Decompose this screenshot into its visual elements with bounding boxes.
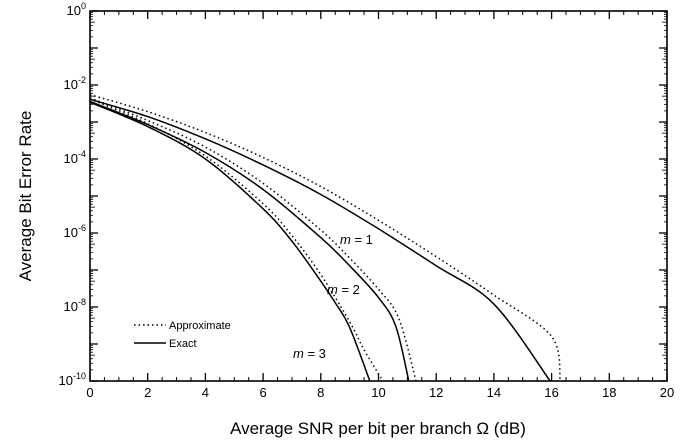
x-tick-label: 6 [259,385,266,400]
x-tick-label: 2 [144,385,151,400]
curve-label-m2: m = 2 [327,282,360,297]
x-tick-labels: 0 2 4 6 8 10 12 14 16 18 20 [86,385,674,400]
curve-m2-exact [89,100,410,382]
legend-label-approximate: Approximate [169,320,231,332]
curve-label-m1: m = 1 [340,232,373,247]
curve-m1-approximate [89,93,562,382]
legend: Approximate Exact [134,320,231,350]
y-tick-label: 10-2 [64,75,86,92]
x-tick-label: 16 [544,385,558,400]
x-tick-label: 12 [429,385,443,400]
curves [89,93,562,382]
y-tick-label: 10-6 [64,223,86,240]
x-axis-title: Average SNR per bit per branch Ω (dB) [230,419,526,438]
curve-m3-exact [89,101,371,382]
y-tick-label: 100 [67,1,86,18]
x-tick-label: 0 [86,385,93,400]
x-tick-label: 18 [602,385,616,400]
x-tick-label: 20 [660,385,674,400]
x-tick-label: 4 [202,385,209,400]
major-ticks [89,10,668,382]
x-tick-label: 14 [487,385,501,400]
curve-label-m3: m = 3 [293,346,326,361]
legend-label-exact: Exact [169,338,197,350]
y-tick-label: 10-8 [64,297,86,314]
curve-m3-approximate [89,98,384,382]
y-axis-title: Average Bit Error Rate [16,111,35,282]
x-tick-label: 10 [371,385,385,400]
y-tick-label: 10-4 [64,149,86,166]
y-tick-label: 10-10 [59,371,86,388]
curve-m1-exact [89,98,551,382]
y-tick-labels: 100 10-2 10-4 10-6 10-8 10-10 [59,1,86,388]
x-tick-label: 8 [317,385,324,400]
